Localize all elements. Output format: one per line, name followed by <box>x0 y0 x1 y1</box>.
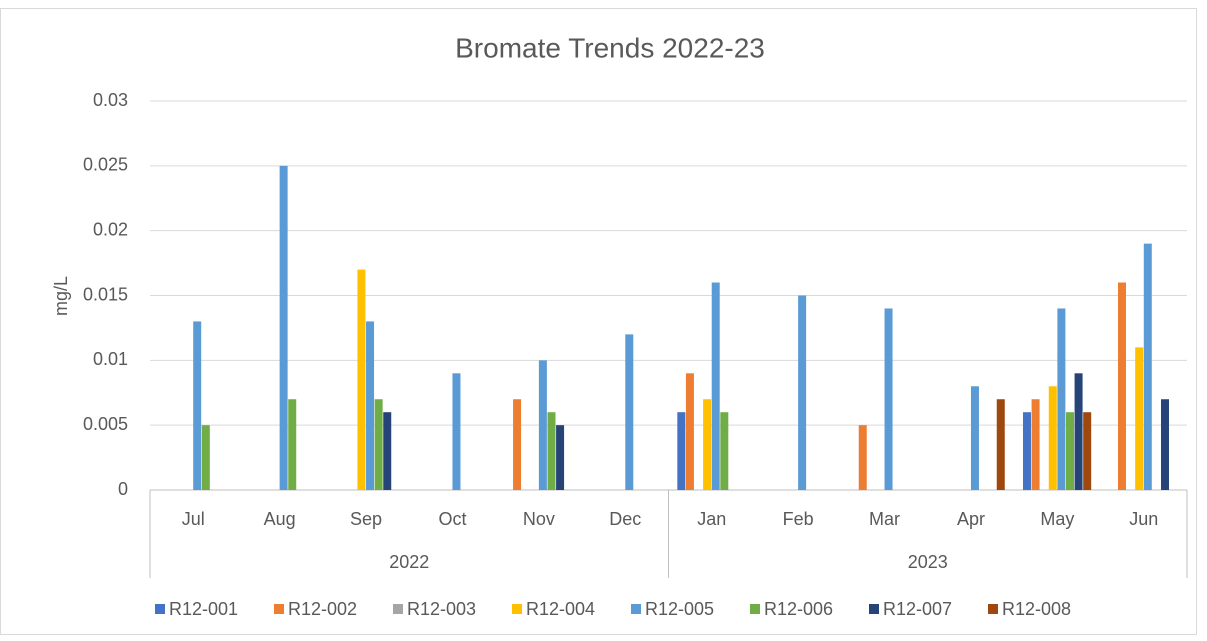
y-tick-label: 0.015 <box>83 284 128 304</box>
bar <box>201 425 210 490</box>
legend-label: R12-008 <box>1002 599 1071 619</box>
bar <box>1065 412 1074 490</box>
bar <box>547 412 556 490</box>
legend-label: R12-001 <box>169 599 238 619</box>
y-axis-label: mg/L <box>51 276 71 316</box>
bar <box>798 295 807 490</box>
bar <box>1135 347 1144 490</box>
bar <box>858 425 867 490</box>
chart-title: Bromate Trends 2022-23 <box>455 32 765 63</box>
bar <box>720 412 729 490</box>
bar <box>711 282 720 490</box>
bar <box>703 399 712 490</box>
legend-label: R12-005 <box>645 599 714 619</box>
x-tick-label: Aug <box>264 509 296 529</box>
legend-label: R12-007 <box>883 599 952 619</box>
bar <box>1160 399 1169 490</box>
legend-swatch <box>631 604 641 614</box>
x-tick-label: Apr <box>957 509 985 529</box>
x-tick-label: Feb <box>783 509 814 529</box>
y-tick-label: 0.01 <box>93 349 128 369</box>
group-label: 2022 <box>389 552 429 572</box>
bar <box>884 308 893 490</box>
legend-swatch <box>869 604 879 614</box>
bar <box>383 412 392 490</box>
legend-swatch <box>393 604 403 614</box>
y-tick-label: 0.02 <box>93 219 128 239</box>
legend-swatch <box>512 604 522 614</box>
bar <box>556 425 565 490</box>
group-label: 2023 <box>908 552 948 572</box>
legend-swatch <box>988 604 998 614</box>
legend-label: R12-006 <box>764 599 833 619</box>
bar <box>1074 373 1083 490</box>
x-tick-label: Jul <box>182 509 205 529</box>
x-tick-label: Nov <box>523 509 555 529</box>
bar <box>996 399 1005 490</box>
legend-label: R12-003 <box>407 599 476 619</box>
legend-label: R12-004 <box>526 599 595 619</box>
x-tick-label: Jun <box>1129 509 1158 529</box>
bar <box>1031 399 1040 490</box>
bar <box>970 386 979 490</box>
x-tick-label: Sep <box>350 509 382 529</box>
x-tick-label: Mar <box>869 509 900 529</box>
bar <box>625 334 634 490</box>
y-tick-label: 0.025 <box>83 155 128 175</box>
bar <box>279 165 288 491</box>
bar <box>513 399 522 490</box>
bar <box>538 360 547 490</box>
x-tick-label: Oct <box>438 509 466 529</box>
bar <box>366 321 375 490</box>
x-tick-label: May <box>1040 509 1074 529</box>
bar <box>288 399 297 490</box>
y-tick-label: 0.03 <box>93 90 128 110</box>
bar <box>1083 412 1092 490</box>
bar <box>374 399 383 490</box>
legend-label: R12-002 <box>288 599 357 619</box>
x-tick-label: Jan <box>697 509 726 529</box>
legend-swatch <box>750 604 760 614</box>
bar <box>1022 412 1031 490</box>
bar <box>1117 282 1126 490</box>
bar <box>452 373 461 490</box>
y-tick-label: 0 <box>118 479 128 499</box>
bar <box>1143 243 1152 490</box>
y-tick-label: 0.005 <box>83 414 128 434</box>
bar <box>1057 308 1066 490</box>
x-tick-label: Dec <box>609 509 641 529</box>
bar <box>677 412 686 490</box>
chart-border <box>0 8 1197 635</box>
bar <box>193 321 202 490</box>
bar <box>357 269 366 490</box>
legend-swatch <box>274 604 284 614</box>
bar <box>1048 386 1057 490</box>
bar <box>685 373 694 490</box>
legend-swatch <box>155 604 165 614</box>
